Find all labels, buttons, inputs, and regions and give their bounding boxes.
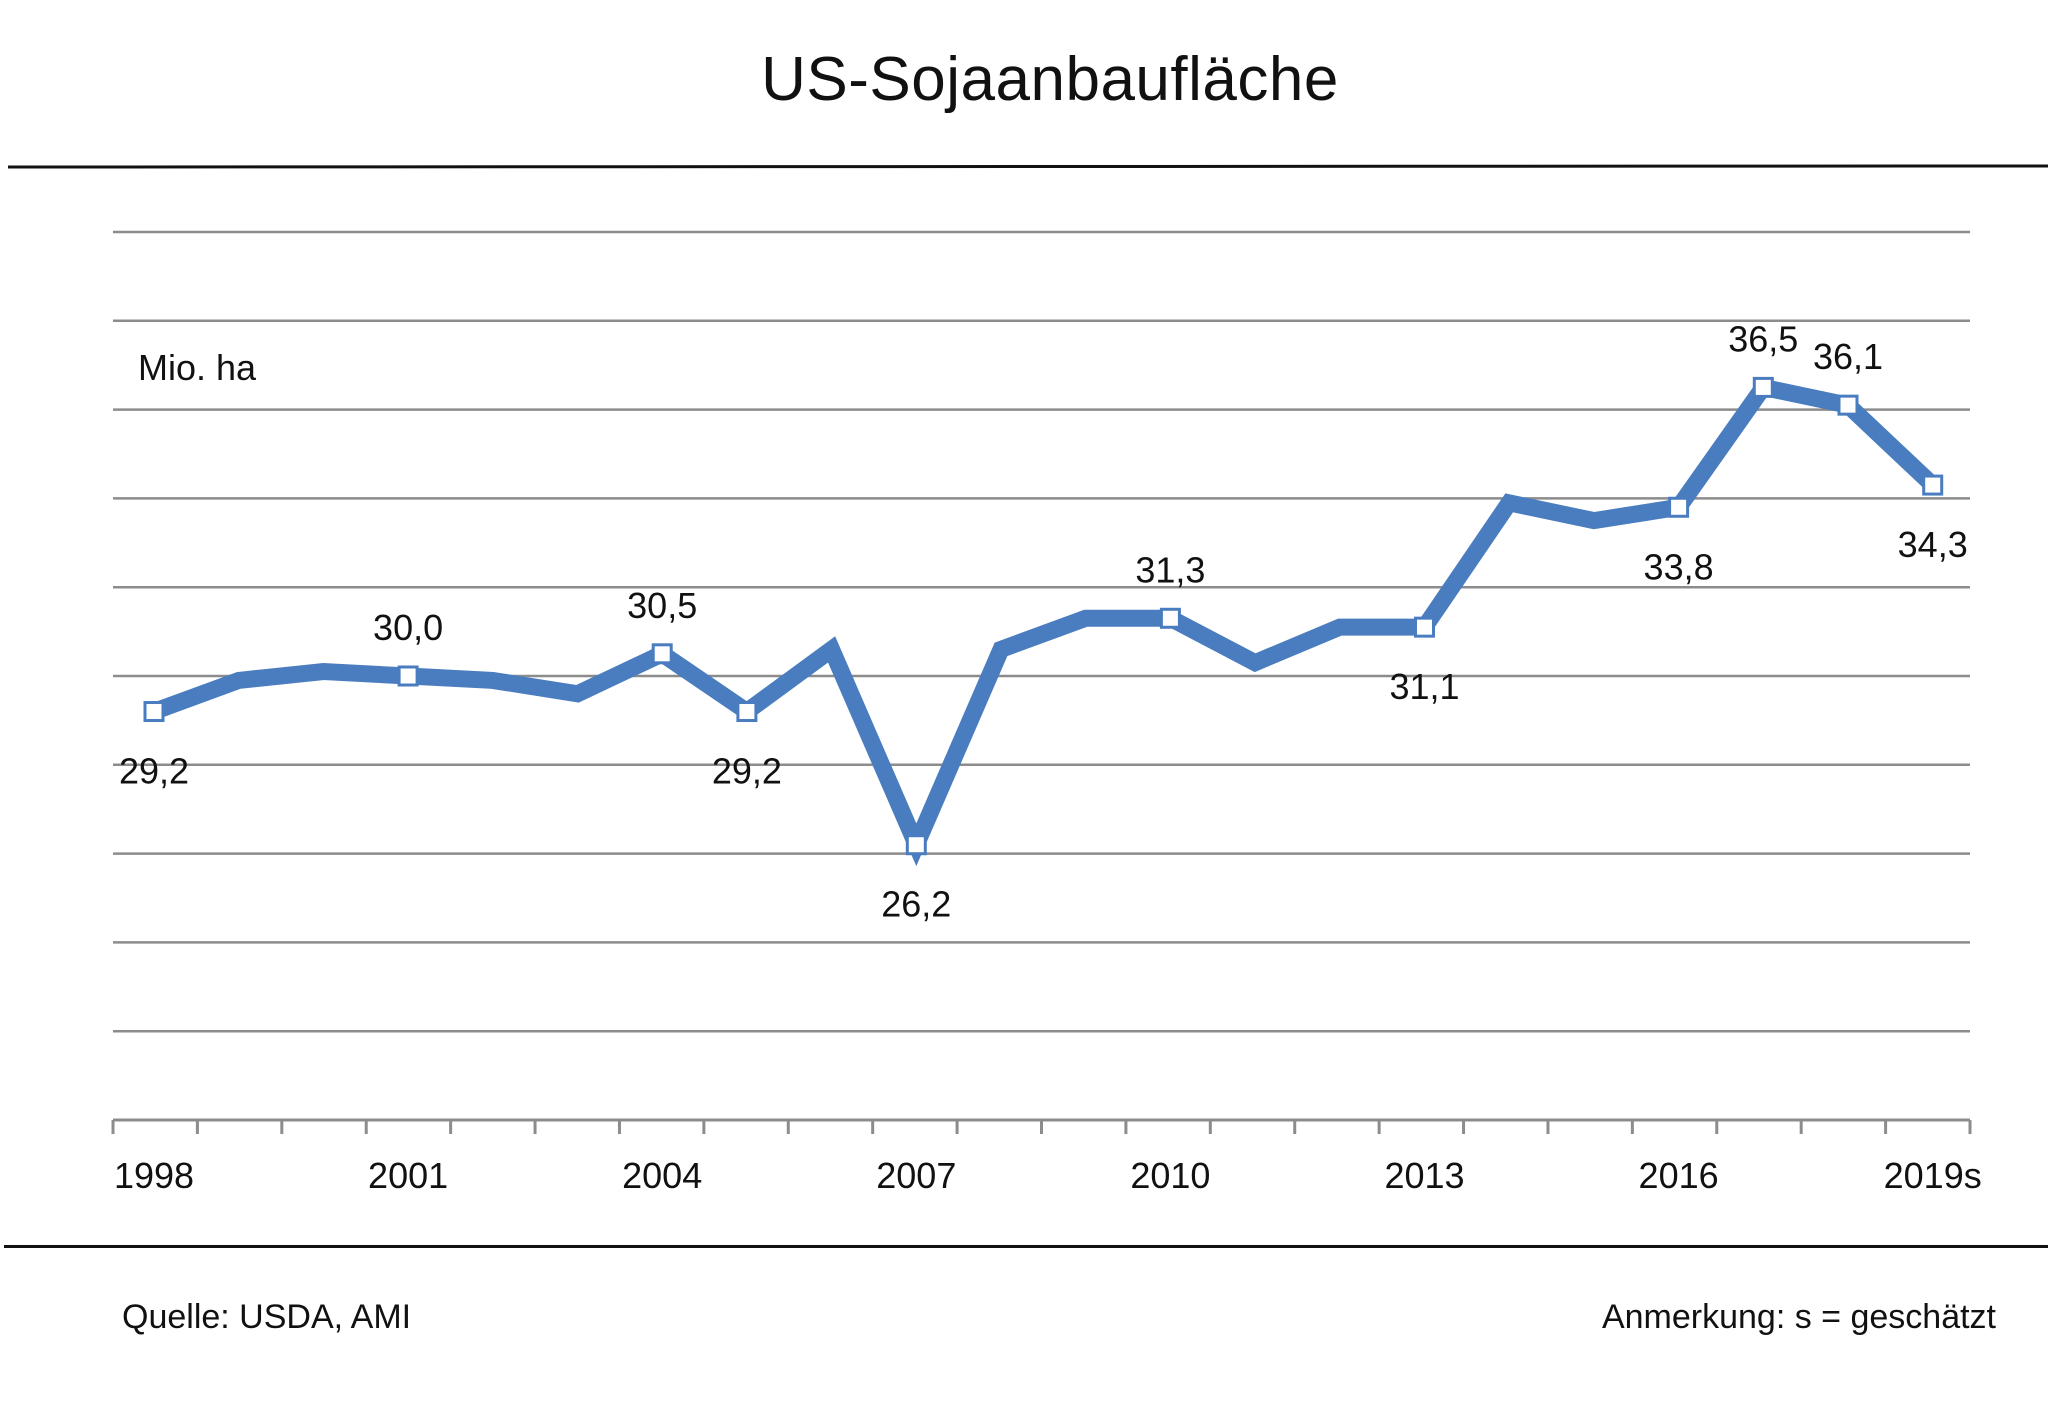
data-label: 29,2: [119, 751, 189, 792]
data-label: 30,5: [627, 585, 697, 626]
data-label: 36,5: [1728, 318, 1798, 359]
data-label: 26,2: [881, 884, 951, 925]
estimate-note: Anmerkung: s = geschätzt: [1601, 1298, 1996, 1336]
data-label: 29,2: [712, 751, 782, 792]
data-point-marker: [143, 701, 165, 723]
data-label: 36,1: [1813, 336, 1883, 377]
data-point-marker: [1837, 394, 1859, 416]
y-axis-unit-label: Mio. ha: [138, 347, 257, 388]
data-point-marker: [397, 665, 419, 687]
x-tick-label: 2010: [1130, 1155, 1210, 1196]
data-label: 31,1: [1389, 666, 1459, 707]
data-point-marker: [736, 701, 758, 723]
data-point-marker: [651, 643, 673, 665]
data-label: 33,8: [1644, 546, 1714, 587]
data-point-marker: [1414, 616, 1435, 638]
data-point-marker: [1752, 376, 1774, 398]
source-note: Quelle: USDA, AMI: [122, 1298, 412, 1336]
x-tick-label: 2016: [1639, 1155, 1719, 1196]
x-tick-label: 2004: [622, 1155, 702, 1196]
x-tick-label: 2001: [368, 1155, 448, 1196]
x-tick-label: 2019s: [1884, 1155, 1982, 1196]
x-tick-label: 1998: [114, 1155, 194, 1196]
data-label: 30,0: [373, 607, 443, 648]
data-point-marker: [905, 834, 927, 856]
data-label: 31,3: [1135, 549, 1205, 590]
bottom-divider: [4, 1245, 2048, 1248]
x-tick-label: 2013: [1384, 1155, 1464, 1196]
data-label: 34,3: [1898, 524, 1968, 565]
chart-title: US-Sojaanbaufläche: [761, 45, 1339, 114]
x-tick-label: 2007: [876, 1155, 956, 1196]
data-point-marker: [1159, 607, 1181, 629]
data-point-marker: [1922, 474, 1944, 496]
data-point-marker: [1668, 496, 1690, 518]
series-line: [145, 377, 1942, 867]
